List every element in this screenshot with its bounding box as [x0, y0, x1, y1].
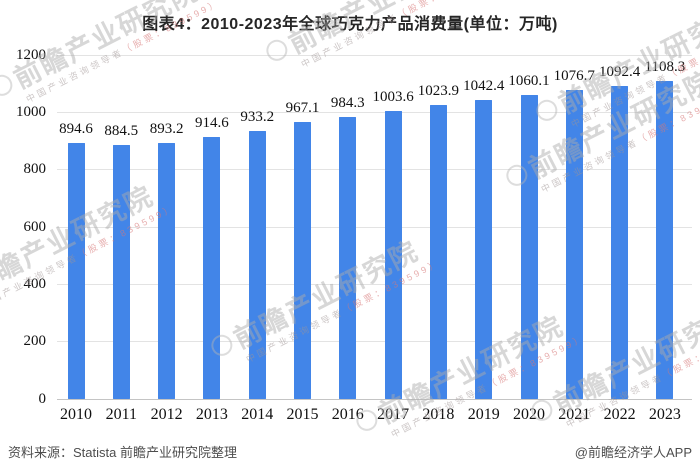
bar	[475, 100, 493, 399]
source-note: 资料来源：Statista 前瞻产业研究院整理	[8, 445, 237, 460]
x-tick-label: 2016	[331, 406, 364, 423]
bar-value-label: 914.6	[195, 114, 229, 131]
bar-value-label: 1042.4	[463, 78, 505, 95]
y-tick-label: 600	[23, 218, 47, 235]
bar	[339, 116, 357, 399]
bar	[248, 131, 266, 399]
bar-value-label: 933.2	[240, 109, 275, 126]
bar	[611, 85, 629, 399]
bar	[520, 95, 538, 399]
grid-line	[57, 341, 692, 343]
bar	[112, 145, 130, 399]
bar-value-label: 1076.7	[553, 68, 595, 85]
y-tick-label: 400	[23, 275, 47, 292]
bar-value-label: 1108.3	[644, 59, 686, 76]
bar-value-label: 967.1	[285, 99, 320, 116]
chart-title: 图表4：2010-2023年全球巧克力产品消费量(单位：万吨)	[142, 16, 558, 33]
x-tick-label: 2019	[467, 406, 500, 423]
y-tick-label: 1200	[16, 46, 46, 63]
y-tick-label: 200	[23, 333, 47, 350]
bar-value-label: 1023.9	[417, 83, 460, 100]
bar	[203, 136, 221, 399]
x-tick-label: 2021	[558, 406, 591, 423]
bar	[294, 121, 311, 399]
x-tick-label: 2023	[648, 406, 681, 423]
bar	[656, 81, 674, 399]
x-tick-label: 2020	[513, 406, 545, 423]
bar-value-label: 894.6	[59, 120, 93, 137]
bar	[384, 111, 402, 399]
bar	[429, 105, 447, 399]
bar-value-label: 1060.1	[508, 73, 550, 90]
x-tick-label: 2011	[105, 406, 137, 423]
bar-value-label: 984.3	[330, 94, 365, 111]
x-tick-label: 2015	[286, 406, 319, 423]
grid-line	[57, 111, 692, 113]
grid-line	[57, 283, 692, 285]
bar	[67, 142, 85, 399]
x-tick-label: 2010	[60, 406, 92, 423]
grid-line	[57, 169, 692, 171]
y-tick-label: 0	[38, 390, 47, 407]
x-tick-label: 2014	[241, 406, 274, 423]
bar-value-label: 893.2	[149, 120, 184, 137]
bar-value-label: 1092.4	[598, 63, 641, 80]
x-tick-label: 2012	[150, 406, 183, 423]
grid-line	[57, 226, 692, 228]
x-tick-label: 2013	[195, 406, 228, 423]
x-tick-label: 2022	[603, 406, 636, 423]
x-tick-label: 2017	[377, 406, 410, 423]
bar	[565, 90, 583, 399]
bar-value-label: 1003.6	[372, 89, 414, 106]
y-tick-label: 1000	[16, 103, 46, 120]
x-tick-label: 2018	[422, 406, 455, 423]
bar	[158, 142, 176, 399]
bar-value-label: 884.5	[104, 123, 139, 140]
grid-line	[57, 54, 692, 56]
credit-note: @前瞻经济学人APP	[574, 445, 692, 460]
grid-line	[57, 398, 692, 400]
y-tick-label: 800	[23, 161, 47, 178]
footer: 资料来源：Statista 前瞻产业研究院整理 @前瞻经济学人APP	[0, 440, 700, 464]
